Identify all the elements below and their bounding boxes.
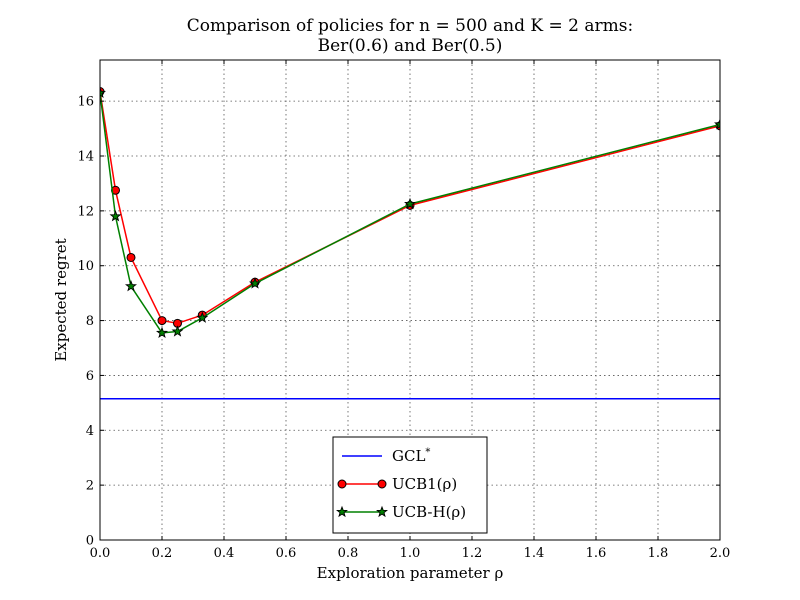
data-point-ucb-h [171, 325, 184, 337]
x-tick-label: 1.0 [400, 546, 421, 561]
y-tick-label: 14 [77, 150, 94, 165]
x-tick-label: 0.0 [90, 546, 111, 561]
legend-markers-ucb1 [337, 479, 387, 489]
data-point-ucb-h [714, 118, 720, 130]
y-axis-label: Expected regret [52, 238, 70, 361]
y-tick-label: 8 [86, 314, 94, 329]
x-tick-label: 2.0 [710, 546, 731, 561]
y-tick-label: 2 [86, 479, 94, 494]
x-tick-label: 0.4 [214, 546, 235, 561]
legend-marker [336, 505, 348, 518]
series-ucb-h [100, 86, 720, 339]
data-point-ucb-h [404, 197, 416, 210]
legend-label-gcl: GCL* [392, 447, 430, 465]
data-point-ucb-h [100, 86, 106, 99]
y-tick-label: 0 [86, 534, 94, 549]
data-point-ucb1 [157, 316, 167, 326]
legend-label-ucbh: UCB-H(ρ) [392, 503, 466, 521]
x-tick-label: 1.2 [462, 546, 483, 561]
y-tick-label: 10 [77, 259, 94, 274]
legend-label-ucb1: UCB1(ρ) [392, 475, 457, 493]
legend: GCL* UCB1(ρ) UCB-H(ρ) [332, 436, 488, 534]
legend-markers-ucbh [336, 505, 388, 518]
data-point-ucb-h [196, 311, 209, 323]
y-tick-label: 6 [86, 369, 94, 384]
legend-label-gcl-sup: * [425, 447, 430, 458]
data-point-ucb-h [125, 280, 137, 292]
y-tick-label: 12 [77, 204, 94, 219]
legend-marker [376, 505, 388, 518]
data-point-ucb-h [156, 326, 168, 339]
x-tick-label: 0.8 [338, 546, 359, 561]
data-point-ucb1 [126, 252, 136, 262]
y-tick-label: 16 [77, 95, 94, 110]
chart-title: Comparison of policies for n = 500 and K… [187, 16, 633, 36]
x-tick-label: 1.6 [586, 546, 607, 561]
grid [100, 60, 720, 540]
legend-box [332, 436, 488, 534]
legend-label-gcl-main: GCL [392, 447, 425, 465]
series-layer [100, 86, 720, 400]
axis-ticks: 0.0 0.2 0.4 0.6 0.8 1.0 1.2 1.4 1.6 1.8 2.0 0 2 4 6 8 10… [77, 60, 730, 561]
x-axis-label: Exploration parameter ρ [317, 564, 504, 582]
data-point-ucb-h [109, 210, 122, 222]
chart-subtitle: Ber(0.6) and Ber(0.5) [318, 36, 503, 56]
legend-marker [337, 479, 347, 489]
x-tick-label: 1.4 [524, 546, 545, 561]
x-tick-label: 1.8 [648, 546, 669, 561]
legend-marker [377, 479, 387, 489]
x-tick-label: 0.2 [152, 546, 173, 561]
data-point-ucb-h [249, 277, 261, 289]
x-tick-label: 0.6 [276, 546, 297, 561]
y-tick-label: 4 [86, 424, 94, 439]
